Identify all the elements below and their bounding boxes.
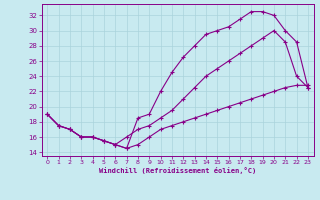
X-axis label: Windchill (Refroidissement éolien,°C): Windchill (Refroidissement éolien,°C) (99, 167, 256, 174)
